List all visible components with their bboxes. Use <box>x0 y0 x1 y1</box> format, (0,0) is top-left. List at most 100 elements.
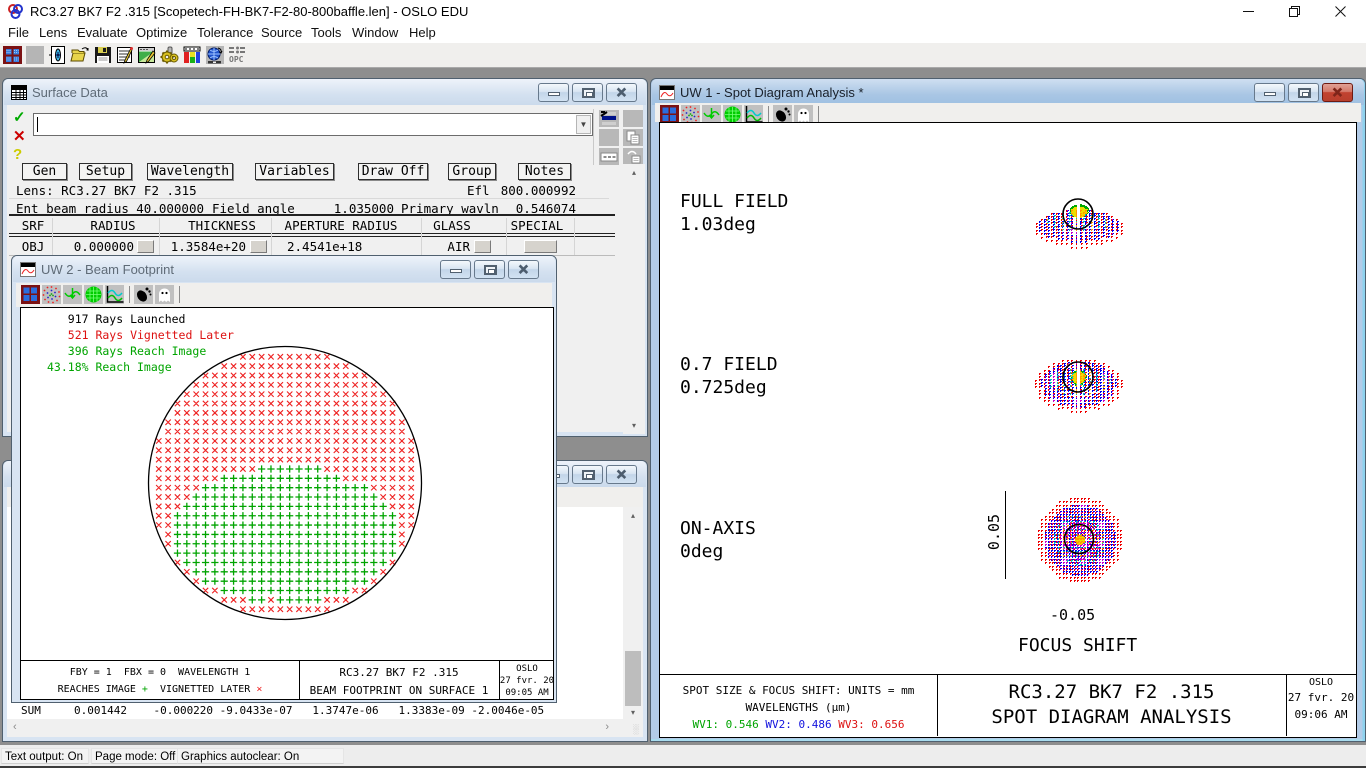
decoration: × <box>256 684 263 695</box>
uw1-maximize-button[interactable] <box>1288 83 1319 102</box>
slider-wheel-icon[interactable] <box>182 45 202 65</box>
uw2-chart-icon[interactable] <box>105 285 124 304</box>
menu-window[interactable]: Window <box>352 25 399 40</box>
sd-button-gen[interactable]: Gen <box>22 163 67 180</box>
lens-notes-icon[interactable] <box>115 45 135 65</box>
open-lens-icon[interactable] <box>70 45 90 65</box>
blank-icon[interactable] <box>25 45 45 65</box>
uw2-spot-diagram-icon[interactable] <box>42 285 61 304</box>
spot-diagram-canvas: FULL FIELD 1.03deg 0.7 FIELD 0.725deg ON-AXI… <box>659 122 1357 738</box>
sd-button-wavelength[interactable]: Wavelength <box>147 163 233 180</box>
command-history-dropdown[interactable]: ▼ <box>576 115 591 134</box>
uw2-maximize-button[interactable] <box>474 260 505 279</box>
blank-grid-button[interactable] <box>623 110 643 127</box>
minimize-glyph <box>1264 92 1276 96</box>
surface-data-spreadsheet-icon[interactable] <box>3 45 23 65</box>
uw1-close-button[interactable]: ✕ <box>1322 83 1353 102</box>
uw1-footprint-icon[interactable] <box>773 105 792 124</box>
vscroll-thumb[interactable] <box>625 651 641 706</box>
uw2-ray-analysis-icon[interactable] <box>63 285 82 304</box>
help-question-icon[interactable]: ? <box>13 146 23 163</box>
cancel-x-icon[interactable]: ✕ <box>13 128 26 145</box>
confirm-check-icon[interactable]: ✓ <box>13 109 26 126</box>
text-window-maximize-button[interactable] <box>572 465 603 484</box>
app-close-button[interactable] <box>1317 0 1363 23</box>
menu-lens[interactable]: Lens <box>39 25 68 40</box>
field-angle-value[interactable]: 1.035000 <box>333 201 394 216</box>
uw2-titlebar[interactable]: UW 2 - Beam Footprint ✕ <box>13 256 555 282</box>
uw2-minimize-button[interactable] <box>440 260 471 279</box>
copy-icon[interactable] <box>623 129 643 146</box>
menu-optimize[interactable]: Optimize <box>136 25 188 40</box>
optimize-gears-icon[interactable] <box>160 45 180 65</box>
scroll-right-arrow[interactable]: › <box>605 721 609 733</box>
sd-button-draw-off[interactable]: Draw Off <box>358 163 428 180</box>
app-minimize-button[interactable] <box>1225 0 1271 23</box>
icon-graphic <box>138 47 156 64</box>
cell-thickness[interactable]: 1.3584e+20 <box>170 239 246 254</box>
sd-button-setup[interactable]: Setup <box>79 163 132 180</box>
cell-aperture[interactable]: 2.4541e+18 <box>287 239 363 254</box>
uw2-footprint-icon[interactable] <box>134 285 153 304</box>
surface-data-titlebar[interactable]: Surface Data ✕ <box>4 79 646 105</box>
cell-radius[interactable]: 0.000000 <box>73 239 134 254</box>
uw2-wavefront-icon[interactable] <box>84 285 103 304</box>
menu-source[interactable]: Source <box>261 25 303 40</box>
surface-data-close-button[interactable]: ✕ <box>606 83 637 102</box>
uw1-wavefront-icon[interactable] <box>723 105 742 124</box>
menu-evaluate[interactable]: Evaluate <box>77 25 128 40</box>
sd-button-group[interactable]: Group <box>448 163 496 180</box>
uw1-spreadsheet-window-icon[interactable] <box>660 105 679 124</box>
ent-beam-radius-value[interactable]: 40.000000 <box>136 201 204 216</box>
text-window-vscrollbar[interactable]: ▴ ▾ <box>623 507 643 723</box>
uw2-spreadsheet-window-icon[interactable] <box>21 285 40 304</box>
row-insert-icon[interactable] <box>599 110 619 127</box>
uw2-ghost-icon[interactable] <box>155 285 174 304</box>
app-restore-button[interactable] <box>1271 0 1317 23</box>
sd-button-notes[interactable]: Notes <box>518 163 571 180</box>
resize-grip[interactable]: ░ <box>632 724 639 734</box>
blank-grid-button2[interactable] <box>599 129 619 146</box>
cell-glass[interactable]: AIR <box>447 239 470 254</box>
new-lens-icon[interactable] <box>48 45 68 65</box>
keyboard-icon[interactable] <box>599 148 619 165</box>
scroll-up-arrow[interactable]: ▴ <box>631 168 636 177</box>
command-input[interactable]: ▼ <box>33 113 593 136</box>
axis-label-005: 0.05 <box>985 513 1004 551</box>
spot-label-0: FULL FIELD <box>680 191 789 212</box>
cell-special-button[interactable] <box>524 240 557 253</box>
menu-tools[interactable]: Tools <box>311 25 342 40</box>
surface-data-maximize-button[interactable] <box>572 83 603 102</box>
icon-graphic <box>155 285 174 304</box>
uw1-ray-analysis-icon[interactable] <box>702 105 721 124</box>
text-window-close-button[interactable]: ✕ <box>606 465 637 484</box>
icon-graphic <box>84 285 103 304</box>
undo-doc-icon[interactable] <box>623 148 643 165</box>
opc-server-icon[interactable]: OPC <box>227 45 247 65</box>
scroll-down-arrow[interactable]: ▾ <box>631 421 636 430</box>
menu-tolerance[interactable]: Tolerance <box>197 25 254 40</box>
graphics-window-icon[interactable] <box>137 45 157 65</box>
uw1-minimize-button[interactable] <box>1254 83 1285 102</box>
scroll-down-arrow[interactable]: ▾ <box>630 708 635 717</box>
cell-menu-button[interactable] <box>137 240 154 253</box>
surface-table-vscrollbar[interactable]: ▴ ▾ <box>623 164 645 434</box>
menu-help[interactable]: Help <box>409 25 436 40</box>
menu-file[interactable]: File <box>8 25 29 40</box>
text-window-hscrollbar[interactable]: ‹ › ░ <box>7 719 643 737</box>
sd-button-variables[interactable]: Variables <box>255 163 334 180</box>
main-toolbar: OPC <box>0 43 1366 68</box>
uw1-titlebar[interactable]: UW 1 - Spot Diagram Analysis * ✕ <box>652 79 1364 105</box>
global-explorer-icon[interactable] <box>205 45 225 65</box>
save-lens-icon[interactable] <box>93 45 113 65</box>
scroll-up-arrow[interactable]: ▴ <box>630 511 635 520</box>
footer-table-border <box>1286 674 1287 736</box>
uw1-ghost-icon[interactable] <box>794 105 813 124</box>
table-column-separator <box>52 218 53 255</box>
cell-menu-button[interactable] <box>474 240 491 253</box>
uw2-close-button[interactable]: ✕ <box>508 260 539 279</box>
surface-data-minimize-button[interactable] <box>538 83 569 102</box>
scroll-left-arrow[interactable]: ‹ <box>13 721 17 733</box>
cell-menu-button[interactable] <box>250 240 267 253</box>
graph-window-icon <box>659 84 675 100</box>
